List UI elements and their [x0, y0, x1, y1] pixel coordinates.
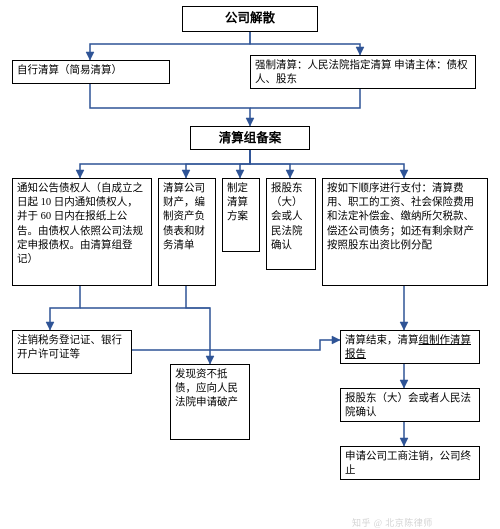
node-dissolution: 公司解散: [182, 6, 318, 32]
label: 申请公司工商注销，公司终止: [345, 451, 471, 476]
label: 自行清算（简易清算）: [17, 65, 122, 76]
node-cancel-licenses: 注销税务登记证、银行开户许可证等: [12, 330, 132, 374]
watermark: 知乎 @ 北京陈律师: [352, 516, 433, 529]
label: 报股东（大）会或人民法院确认: [271, 183, 303, 251]
node-self-liquidation: 自行清算（简易清算）: [12, 60, 170, 84]
label: 发现资不抵债，应向人民法院申请破产: [175, 369, 238, 408]
node-forced-liquidation: 强制清算：人民法院指定清算 申请主体：债权人、股东: [250, 55, 476, 89]
node-bankruptcy: 发现资不抵债，应向人民法院申请破产: [170, 364, 250, 440]
label: 公司解散: [225, 11, 275, 25]
label: 清算组备案: [219, 131, 282, 145]
label: 制定清算方案: [227, 183, 248, 222]
node-liquidation-plan: 制定清算方案: [222, 178, 260, 252]
node-assets-inventory: 清算公司财产，编制资产负债表和财务清单: [158, 178, 216, 286]
label: 按如下顺序进行支付：清算费用、职工的工资、社会保险费用和法定补偿金、缴纳所欠税款…: [327, 183, 474, 251]
label: 注销税务登记证、银行开户许可证等: [17, 335, 122, 360]
node-group-filing: 清算组备案: [190, 126, 310, 150]
node-shareholder-confirm-1: 报股东（大）会或人民法院确认: [266, 178, 316, 270]
node-payment-order: 按如下顺序进行支付：清算费用、职工的工资、社会保险费用和法定补偿金、缴纳所欠税款…: [322, 178, 488, 286]
label: 清算结束，清算组制作清算报告: [345, 335, 471, 360]
label: 清算公司财产，编制资产负债表和财务清单: [163, 183, 205, 251]
node-shareholder-confirm-2: 报股东（大）会或者人民法院确认: [340, 388, 480, 422]
label: 通知公告债权人（自成立之日起 10 日内通知债权人，并于 60 日内在报纸上公告…: [17, 183, 143, 265]
node-liquidation-report: 清算结束，清算组制作清算报告: [340, 330, 480, 364]
node-deregistration: 申请公司工商注销，公司终止: [340, 446, 480, 480]
node-notify-creditors: 通知公告债权人（自成立之日起 10 日内通知债权人，并于 60 日内在报纸上公告…: [12, 178, 152, 286]
label: 强制清算：人民法院指定清算 申请主体：债权人、股东: [255, 60, 468, 85]
label: 报股东（大）会或者人民法院确认: [345, 393, 471, 418]
